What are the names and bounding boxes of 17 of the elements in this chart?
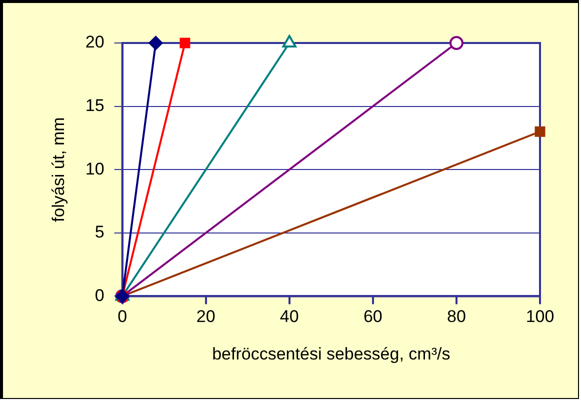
y-tick-label: 5 [94, 222, 104, 242]
point [449, 36, 464, 50]
point [180, 38, 190, 48]
x-tick-label: 100 [526, 307, 554, 326]
x-tick-label: 60 [363, 307, 382, 326]
y-tick-label: 15 [85, 96, 104, 115]
point [534, 126, 546, 137]
y-tick-label: 20 [85, 32, 104, 52]
x-axis-title: befröccsentési sebesség, cm³/s [212, 344, 450, 364]
point [148, 36, 163, 50]
y-axis-title: folyási út, mm [48, 117, 68, 222]
x-tick-label: 80 [447, 307, 466, 326]
x-tick-label: 40 [280, 307, 299, 326]
x-tick-label: 0 [118, 307, 128, 326]
y-tick-label: 10 [85, 159, 104, 178]
x-tick-label: 20 [196, 307, 216, 326]
y-tick-label: 0 [94, 286, 104, 305]
